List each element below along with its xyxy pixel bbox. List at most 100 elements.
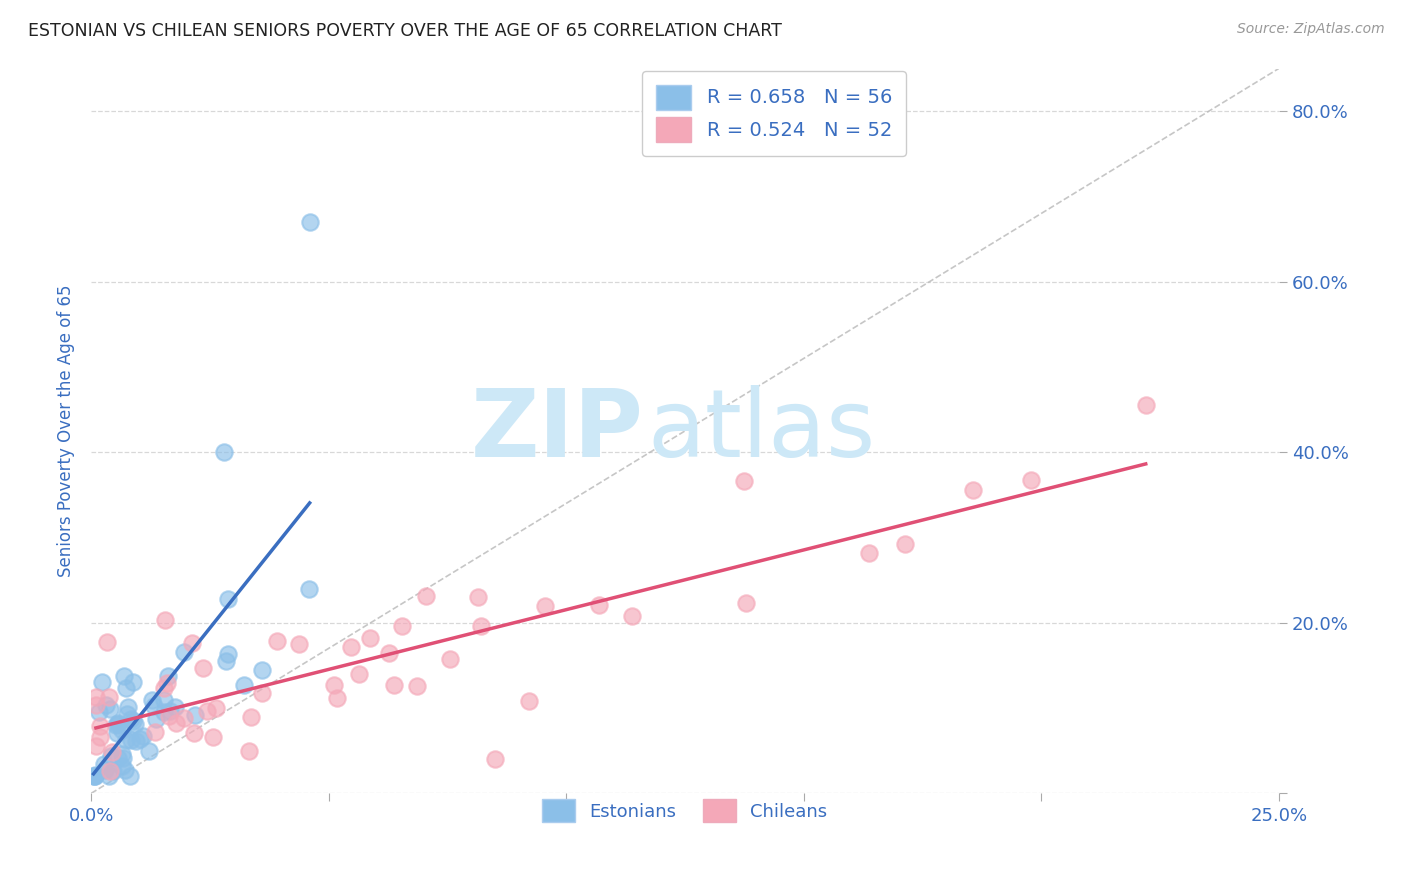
- Point: [98, 769, 121, 783]
- Point: [232, 678, 254, 692]
- Point: [91, 674, 114, 689]
- Point: [349, 666, 371, 681]
- Point: [735, 596, 758, 610]
- Point: [118, 769, 141, 783]
- Point: [155, 613, 177, 627]
- Point: [84, 768, 107, 782]
- Point: [93, 756, 115, 771]
- Point: [120, 712, 142, 726]
- Point: [287, 637, 309, 651]
- Point: [122, 675, 145, 690]
- Point: [359, 631, 381, 645]
- Point: [120, 733, 142, 747]
- Point: [191, 661, 214, 675]
- Point: [143, 698, 166, 713]
- Point: [98, 764, 121, 779]
- Point: [415, 589, 437, 603]
- Point: [114, 764, 136, 778]
- Point: [238, 744, 260, 758]
- Point: [96, 635, 118, 649]
- Point: [83, 769, 105, 783]
- Point: [962, 483, 984, 497]
- Point: [111, 747, 134, 761]
- Point: [202, 731, 225, 745]
- Point: [94, 763, 117, 777]
- Point: [180, 636, 202, 650]
- Point: [111, 751, 134, 765]
- Point: [620, 608, 643, 623]
- Point: [110, 759, 132, 773]
- Point: [204, 701, 226, 715]
- Point: [517, 694, 540, 708]
- Point: [153, 681, 176, 695]
- Point: [484, 752, 506, 766]
- Point: [104, 718, 127, 732]
- Point: [250, 663, 273, 677]
- Point: [83, 769, 105, 783]
- Point: [97, 690, 120, 704]
- Point: [240, 710, 263, 724]
- Point: [152, 705, 174, 719]
- Point: [100, 746, 122, 760]
- Point: [122, 714, 145, 728]
- Point: [107, 716, 129, 731]
- Point: [298, 582, 321, 596]
- Point: [266, 633, 288, 648]
- Point: [101, 764, 124, 778]
- Text: ESTONIAN VS CHILEAN SENIORS POVERTY OVER THE AGE OF 65 CORRELATION CHART: ESTONIAN VS CHILEAN SENIORS POVERTY OVER…: [28, 22, 782, 40]
- Point: [141, 692, 163, 706]
- Point: [467, 590, 489, 604]
- Point: [325, 691, 347, 706]
- Point: [132, 729, 155, 743]
- Point: [84, 698, 107, 712]
- Legend: Estonians, Chileans: Estonians, Chileans: [530, 787, 841, 835]
- Text: ZIP: ZIP: [471, 385, 644, 477]
- Point: [89, 705, 111, 719]
- Point: [588, 599, 610, 613]
- Point: [215, 654, 238, 668]
- Point: [105, 725, 128, 739]
- Point: [534, 599, 557, 613]
- Point: [114, 681, 136, 695]
- Text: atlas: atlas: [647, 385, 875, 477]
- Point: [858, 546, 880, 560]
- Point: [195, 704, 218, 718]
- Point: [89, 718, 111, 732]
- Point: [153, 693, 176, 707]
- Point: [165, 716, 187, 731]
- Y-axis label: Seniors Poverty Over the Age of 65: Seniors Poverty Over the Age of 65: [58, 285, 75, 577]
- Point: [184, 708, 207, 723]
- Point: [124, 716, 146, 731]
- Point: [84, 690, 107, 704]
- Point: [115, 706, 138, 721]
- Point: [89, 730, 111, 744]
- Point: [173, 645, 195, 659]
- Point: [157, 709, 180, 723]
- Point: [212, 445, 235, 459]
- Point: [84, 769, 107, 783]
- Point: [115, 732, 138, 747]
- Point: [145, 725, 167, 739]
- Point: [100, 748, 122, 763]
- Point: [405, 679, 427, 693]
- Point: [382, 677, 405, 691]
- Point: [107, 717, 129, 731]
- Point: [145, 712, 167, 726]
- Point: [322, 678, 344, 692]
- Point: [138, 744, 160, 758]
- Point: [156, 675, 179, 690]
- Point: [377, 646, 399, 660]
- Point: [112, 669, 135, 683]
- Point: [183, 726, 205, 740]
- Point: [107, 751, 129, 765]
- Point: [163, 700, 186, 714]
- Point: [98, 701, 121, 715]
- Point: [173, 711, 195, 725]
- Point: [439, 651, 461, 665]
- Point: [157, 669, 180, 683]
- Point: [125, 733, 148, 747]
- Point: [250, 685, 273, 699]
- Point: [128, 731, 150, 746]
- Point: [733, 474, 755, 488]
- Point: [84, 739, 107, 754]
